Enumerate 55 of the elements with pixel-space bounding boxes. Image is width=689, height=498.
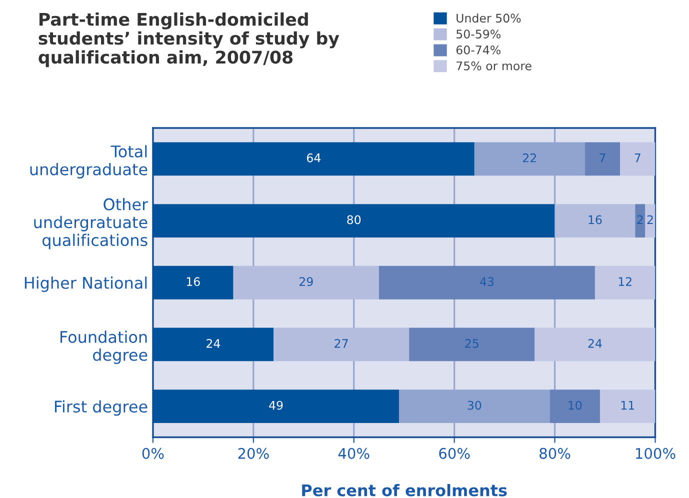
bar (600, 390, 656, 424)
legend-label: Under 50% (456, 13, 521, 23)
x-tick-label: 20% (238, 448, 269, 459)
bar (378, 266, 595, 300)
x-tick-label: 60% (439, 448, 470, 459)
bar (635, 204, 646, 238)
data-label: 30 (468, 400, 482, 410)
data-label: 10 (568, 400, 582, 410)
bar (274, 328, 410, 362)
x-tick-label: 80% (540, 448, 570, 459)
bar (584, 142, 620, 176)
data-label: 7 (600, 154, 606, 162)
bar (233, 266, 379, 300)
bar (550, 390, 600, 424)
data-label: 16 (186, 277, 200, 286)
data-label: 27 (334, 338, 348, 348)
legend-label: 50-59% (456, 30, 500, 39)
bar (534, 328, 656, 362)
bar (409, 328, 535, 362)
y-tick-label: Foundation degree (60, 330, 148, 364)
bar (152, 328, 274, 362)
data-label: 43 (480, 277, 494, 286)
data-label: 29 (300, 277, 313, 286)
data-label: 25 (465, 338, 478, 348)
bar (152, 390, 400, 424)
data-label: 24 (206, 338, 220, 348)
data-label: 80 (347, 215, 361, 224)
bar (152, 142, 474, 176)
data-label: 22 (523, 153, 536, 162)
y-tick-label: Total undergraduate (30, 145, 148, 178)
y-tick-label: Higher National (24, 276, 147, 292)
data-label: 2 (637, 215, 643, 224)
x-tick-label: 0% (142, 448, 164, 459)
data-label: 11 (621, 400, 634, 410)
chart-title: Part-time English-domiciled students’ intensity of study by qualification aim, 2007/08 (38, 12, 340, 68)
bar (645, 204, 656, 238)
legend-label: 60-74% (456, 46, 500, 54)
data-label: 12 (618, 277, 632, 286)
bar (594, 266, 656, 300)
x-tick-label: 100% (636, 448, 676, 459)
bar (152, 266, 234, 300)
data-label: 64 (307, 153, 321, 162)
x-axis-title: Per cent of enrolments (302, 484, 507, 496)
bar (620, 142, 656, 176)
bar (152, 204, 555, 238)
data-label: 49 (269, 400, 283, 410)
data-label: 24 (588, 338, 602, 348)
legend-label: 75% or more (456, 61, 532, 70)
data-label: 7 (634, 154, 640, 162)
y-tick-label: Other undergratuate qualifications (34, 198, 148, 250)
data-label: 16 (588, 215, 602, 224)
data-label: 2 (647, 215, 653, 224)
x-tick-label: 40% (338, 448, 370, 459)
bar (554, 204, 636, 238)
y-tick-label: First degree (55, 400, 148, 416)
